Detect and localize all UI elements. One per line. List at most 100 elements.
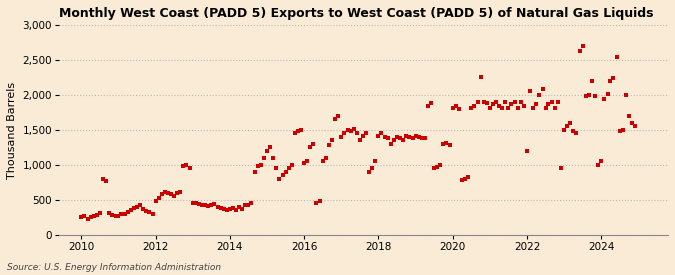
Point	[175, 190, 186, 194]
Point	[534, 93, 545, 97]
Point	[225, 207, 236, 212]
Point	[119, 211, 130, 216]
Point	[283, 166, 294, 170]
Point	[395, 136, 406, 141]
Point	[110, 214, 121, 219]
Point	[456, 178, 467, 182]
Point	[571, 131, 582, 136]
Point	[392, 135, 402, 139]
Point	[277, 173, 288, 177]
Point	[450, 103, 461, 108]
Point	[188, 201, 198, 205]
Point	[274, 177, 285, 181]
Point	[116, 212, 127, 217]
Point	[487, 102, 498, 106]
Point	[524, 89, 535, 93]
Point	[88, 214, 99, 218]
Point	[385, 142, 396, 146]
Point	[522, 149, 533, 153]
Point	[200, 203, 211, 208]
Point	[85, 214, 96, 219]
Point	[286, 163, 297, 167]
Point	[531, 102, 541, 106]
Point	[389, 138, 400, 143]
Point	[556, 166, 566, 170]
Point	[618, 128, 628, 132]
Point	[478, 100, 489, 104]
Point	[280, 170, 291, 174]
Point	[82, 217, 93, 221]
Point	[166, 192, 177, 196]
Point	[308, 142, 319, 146]
Point	[336, 135, 347, 139]
Point	[231, 208, 242, 212]
Y-axis label: Thousand Barrels: Thousand Barrels	[7, 81, 17, 178]
Point	[565, 121, 576, 125]
Point	[506, 102, 517, 106]
Point	[323, 143, 334, 147]
Point	[515, 100, 526, 104]
Point	[76, 215, 87, 219]
Point	[126, 208, 136, 212]
Point	[475, 75, 486, 79]
Point	[540, 105, 551, 110]
Point	[481, 101, 492, 106]
Point	[196, 202, 207, 207]
Point	[194, 202, 205, 206]
Point	[129, 206, 140, 210]
Point	[95, 211, 105, 215]
Point	[416, 136, 427, 141]
Point	[562, 124, 572, 129]
Point	[327, 138, 338, 143]
Point	[441, 140, 452, 145]
Point	[246, 200, 256, 205]
Point	[549, 105, 560, 110]
Point	[122, 210, 133, 214]
Point	[621, 93, 632, 97]
Point	[413, 135, 424, 139]
Point	[209, 202, 219, 206]
Point	[500, 100, 511, 104]
Point	[329, 117, 340, 122]
Point	[605, 79, 616, 83]
Point	[317, 159, 328, 164]
Point	[107, 213, 117, 217]
Point	[218, 207, 229, 212]
Point	[255, 163, 266, 167]
Point	[311, 200, 322, 205]
Point	[580, 94, 591, 99]
Point	[345, 129, 356, 134]
Point	[252, 164, 263, 168]
Point	[454, 107, 464, 111]
Point	[305, 145, 316, 150]
Point	[497, 105, 508, 110]
Point	[596, 159, 607, 164]
Point	[352, 131, 362, 136]
Point	[333, 114, 344, 118]
Point	[92, 213, 103, 217]
Point	[292, 129, 303, 134]
Point	[438, 142, 449, 146]
Point	[262, 149, 273, 153]
Point	[444, 143, 455, 147]
Point	[240, 203, 251, 208]
Point	[212, 205, 223, 209]
Point	[493, 103, 504, 108]
Point	[157, 192, 167, 196]
Point	[568, 129, 578, 134]
Point	[398, 138, 408, 143]
Point	[382, 136, 393, 141]
Point	[271, 166, 281, 170]
Point	[466, 105, 477, 110]
Point	[543, 102, 554, 106]
Point	[178, 164, 189, 168]
Point	[249, 170, 260, 174]
Point	[151, 199, 161, 203]
Point	[104, 211, 115, 215]
Point	[552, 100, 563, 104]
Point	[608, 75, 619, 80]
Point	[290, 131, 300, 136]
Point	[463, 175, 474, 180]
Point	[472, 100, 483, 104]
Point	[243, 202, 254, 207]
